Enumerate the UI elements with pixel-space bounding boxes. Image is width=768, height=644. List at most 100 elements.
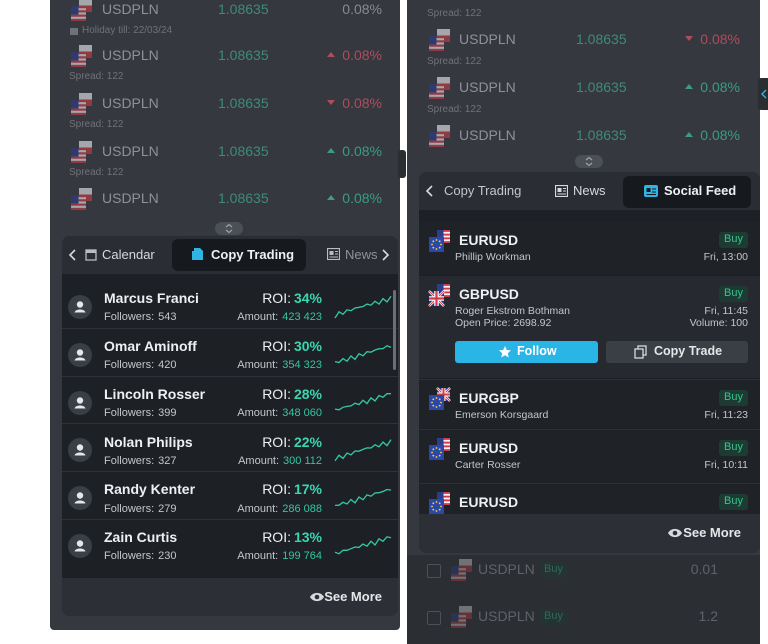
quote-symbol: USDPLN <box>459 127 516 144</box>
flag <box>429 230 450 252</box>
icon-part <box>459 559 472 566</box>
icon-part <box>71 195 79 204</box>
icon-part <box>194 248 203 260</box>
icon-part <box>382 249 390 261</box>
quote-note: Spread: 122 <box>69 71 124 82</box>
quote-price: 1.08635 <box>218 47 269 64</box>
icon-part <box>459 565 472 572</box>
trader-name: Nolan Philips <box>104 433 193 450</box>
icon-part <box>71 156 86 159</box>
icon-part <box>432 508 435 511</box>
trader-followers: Followers: 543 <box>104 310 176 325</box>
icon-part <box>425 185 433 197</box>
icon-part <box>431 451 433 454</box>
trader-name: Randy Kenter <box>104 481 196 498</box>
see-more-bar <box>62 578 398 616</box>
icon-part <box>438 240 441 243</box>
change-text: 0.08% <box>700 79 740 96</box>
tab-arrow-right <box>382 249 390 261</box>
icon-part <box>459 606 472 613</box>
change-arrow <box>327 194 336 200</box>
quote-note: Spread: 122 <box>427 8 482 19</box>
icon-part <box>70 28 78 35</box>
icon-part <box>451 566 459 575</box>
change-arrow <box>685 83 694 89</box>
icon-part <box>435 406 438 408</box>
icon-part <box>71 108 86 111</box>
icon-part <box>329 251 334 255</box>
trader-name: Marcus Franci <box>104 290 199 307</box>
icon-part <box>225 223 233 234</box>
quote-change: 0.08% <box>327 46 382 66</box>
right-handle <box>758 78 768 110</box>
quote-note: Spread: 122 <box>69 167 124 178</box>
icon-part <box>76 444 84 452</box>
quote-change: 0.08% <box>342 0 382 20</box>
icon-part <box>429 48 444 51</box>
quote-symbol: USDPLN <box>102 143 159 160</box>
trader-followers: Followers: 420 <box>104 358 176 373</box>
feed-user: Phillip Workman <box>455 250 531 263</box>
roi-value: 28% <box>293 385 322 402</box>
feed-user: Emerson Korsgaard <box>455 408 549 421</box>
feed-user: Roger Ekstrom Bothman <box>455 304 570 317</box>
feed-time: Fri, 13:00 <box>703 250 748 263</box>
bg-value: 1.2 <box>698 608 718 625</box>
feed-pair: EURGBP <box>459 390 519 407</box>
icon-part <box>438 502 441 505</box>
icon-part <box>644 185 658 197</box>
icon-part <box>76 349 84 356</box>
quote-change: 0.08% <box>327 94 382 114</box>
feed-row <box>419 380 760 428</box>
feed-user: Carter Rosser <box>455 458 521 471</box>
amount-label: Amount: <box>237 406 279 419</box>
icon-part <box>79 141 92 148</box>
icon-part <box>432 398 435 401</box>
sparkline <box>334 536 392 555</box>
tab-active-label: Social Feed <box>664 182 737 198</box>
followers-value: 543 <box>158 311 177 324</box>
handle-arrow <box>761 89 767 99</box>
quote-change: 0.08% <box>327 142 382 162</box>
icon-part <box>646 188 651 192</box>
icon-part <box>79 0 92 6</box>
icon-part <box>438 398 441 401</box>
sparkline <box>334 344 392 364</box>
feed-pair: GBPUSD <box>459 286 519 303</box>
quote-note: Spread: 122 <box>69 119 124 130</box>
roi-value: 34% <box>293 290 322 307</box>
row-separator <box>419 429 760 430</box>
copy-card <box>62 236 398 616</box>
collapse-button[interactable] <box>575 155 603 168</box>
icon-part <box>438 508 441 511</box>
icon-part <box>429 291 444 306</box>
icon-part <box>76 396 84 404</box>
feed-row <box>419 222 760 274</box>
buy-badge: Buy <box>719 286 748 302</box>
amount-label: Amount: <box>237 550 279 563</box>
quote-price: 1.08635 <box>576 79 627 96</box>
change-text: 0.08% <box>342 143 382 160</box>
roi-label: ROI: <box>262 290 291 307</box>
icon-part <box>437 125 450 132</box>
icon-part <box>437 284 444 292</box>
see-more-bar <box>419 514 760 553</box>
amount-value: 300 112 <box>283 454 322 467</box>
icon-part <box>437 29 450 36</box>
icon-part <box>451 574 466 577</box>
collapse-icon <box>225 223 233 234</box>
collapse-button[interactable] <box>215 222 243 235</box>
icon-part <box>432 240 435 243</box>
amount-label: Amount: <box>237 359 279 372</box>
icon-part <box>74 357 86 361</box>
quote-note: Spread: 122 <box>427 56 482 67</box>
follow-button[interactable] <box>455 341 598 363</box>
icon-part <box>585 156 593 167</box>
flag <box>71 93 92 115</box>
icon-part <box>438 448 441 451</box>
feed-time: Fri, 11:45 <box>704 304 748 317</box>
see-more: See More <box>683 524 741 540</box>
icon-part <box>437 492 444 500</box>
avatar <box>68 390 92 415</box>
quote-symbol: USDPLN <box>102 1 159 18</box>
